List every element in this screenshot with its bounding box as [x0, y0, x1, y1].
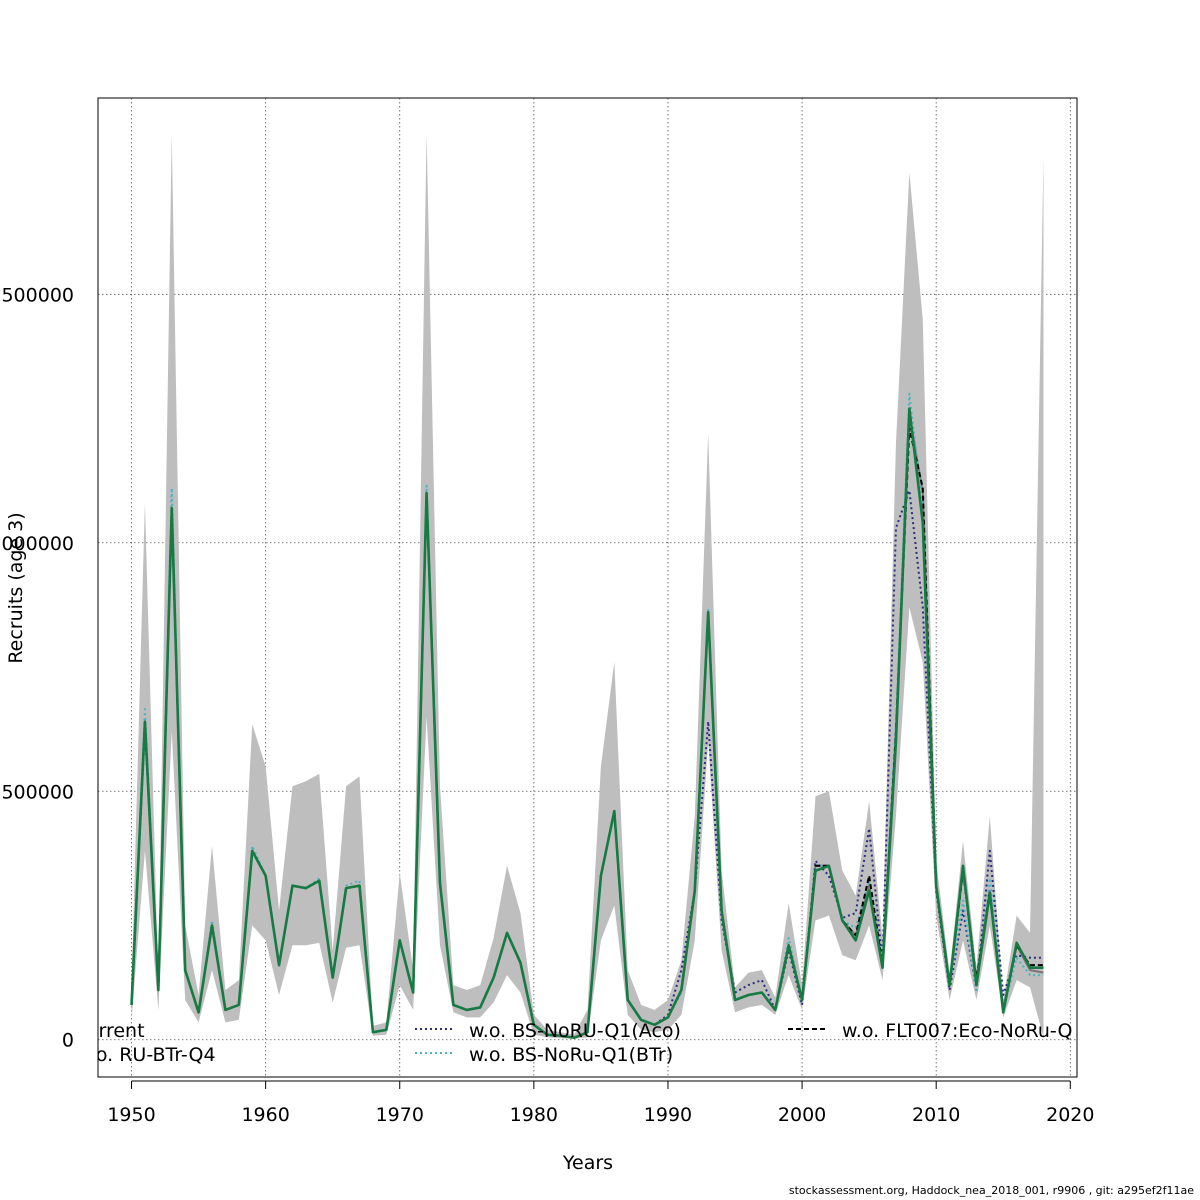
y-axis: 0 500000 1000000 1500000 — [0, 284, 74, 1051]
x-tick-label-6: 2010 — [912, 1104, 960, 1126]
confidence-band — [131, 132, 1044, 1039]
x-tick-label-5: 2000 — [778, 1104, 826, 1126]
legend-label-4: w.o. FLT007:Eco-NoRu-Q — [842, 1020, 1072, 1042]
x-tick-label-1: 1960 — [241, 1104, 289, 1126]
legend-label-2: w.o. BS-NoRU-Q1(Aco) — [469, 1020, 681, 1042]
legend-item-2: w.o. BS-NoRU-Q1(Aco) — [415, 1020, 681, 1042]
y-tick-label-0: 0 — [62, 1030, 74, 1052]
x-axis: 1950 1960 1970 1980 1990 2000 2010 2020 — [107, 1080, 1094, 1126]
y-axis-title: Recruits (age 3) — [5, 512, 27, 663]
x-tick-label-0: 1950 — [107, 1104, 155, 1126]
legend-item-4: w.o. FLT007:Eco-NoRu-Q — [788, 1020, 1072, 1042]
x-tick-label-2: 1970 — [376, 1104, 424, 1126]
legend-label-1: w.o. RU-BTr-Q4 — [76, 1044, 216, 1066]
legend-item-0: current — [76, 1020, 145, 1042]
x-tick-label-7: 2020 — [1046, 1104, 1094, 1126]
grid — [98, 98, 1077, 1077]
series-lines — [130, 392, 1044, 1040]
y-tick-label-2: 1000000 — [0, 533, 74, 555]
confidence-band-area — [131, 132, 1044, 1039]
x-tick-label-4: 1990 — [644, 1104, 692, 1126]
y-tick-label-3: 1500000 — [0, 284, 74, 306]
series-line-w-o-ru-btr-q4 — [130, 407, 1044, 1040]
footer-credit: stockassessment.org, Haddock_nea_2018_00… — [788, 1184, 1194, 1197]
legend-label-0: current — [76, 1020, 145, 1042]
legend-label-3: w.o. BS-NoRu-Q1(BTr) — [469, 1044, 673, 1066]
y-tick-label-1: 500000 — [1, 781, 74, 803]
legend-item-3: w.o. BS-NoRu-Q1(BTr) — [415, 1044, 673, 1066]
x-tick-label-3: 1980 — [510, 1104, 558, 1126]
legend-item-1: w.o. RU-BTr-Q4 — [76, 1044, 216, 1066]
plot-frame — [97, 97, 1078, 1078]
x-axis-title: Years — [562, 1152, 613, 1174]
